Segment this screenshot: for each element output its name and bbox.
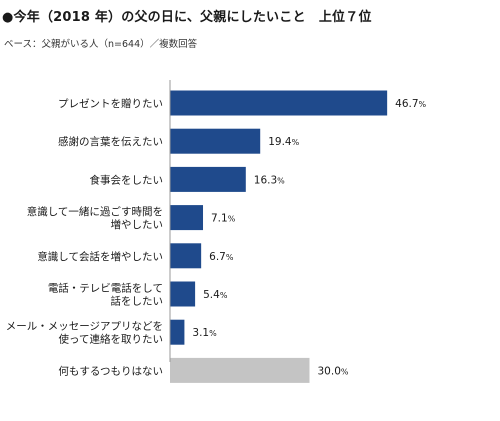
category-label: 電話・テレビ電話をして [48, 282, 163, 295]
bar [170, 166, 246, 192]
chart-subtitle: ベース：父親がいる人（n=644）／複数回答 [4, 39, 198, 50]
bars-group [170, 90, 388, 383]
value-label: 16.3% [254, 174, 285, 186]
value-label: 3.1% [192, 327, 217, 339]
value-label: 19.4% [268, 136, 299, 148]
bar [170, 319, 185, 345]
chart-title: ●今年（2018 年）の父の日に、父親にしたいこと 上位７位 [2, 10, 372, 25]
category-label: 使って連絡を取りたい [59, 333, 163, 346]
category-label: 増やしたい [111, 218, 164, 231]
category-labels-group: プレゼントを贈りたい感謝の言葉を伝えたい食事会をしたい意識して一緒に過ごす時間を… [6, 97, 163, 377]
category-label: 意識して会話を増やしたい [37, 250, 163, 263]
bar [170, 90, 388, 116]
bar [170, 281, 196, 307]
category-label: 意識して一緒に過ごす時間を [27, 205, 163, 218]
value-label: 7.1% [211, 213, 236, 225]
value-label: 5.4% [203, 289, 228, 301]
bar [170, 357, 310, 383]
value-label: 30.0% [318, 365, 349, 377]
value-label: 46.7% [395, 98, 426, 110]
bar [170, 243, 202, 269]
category-label: メール・メッセージアプリなどを [6, 321, 163, 333]
category-label: 感謝の言葉を伝えたい [58, 135, 163, 148]
category-label: 食事会をしたい [90, 173, 164, 186]
category-label: プレゼントを贈りたい [58, 97, 163, 110]
bar [170, 128, 261, 154]
value-labels-group: 46.7% 19.4% 16.3% 7.1% 6.7% 5.4% 3.1% 30.0% [192, 98, 426, 377]
category-label: 何もするつもりはない [58, 364, 163, 377]
value-label: 6.7% [209, 251, 234, 263]
bar [170, 205, 204, 231]
category-label: 話をしたい [111, 295, 164, 308]
